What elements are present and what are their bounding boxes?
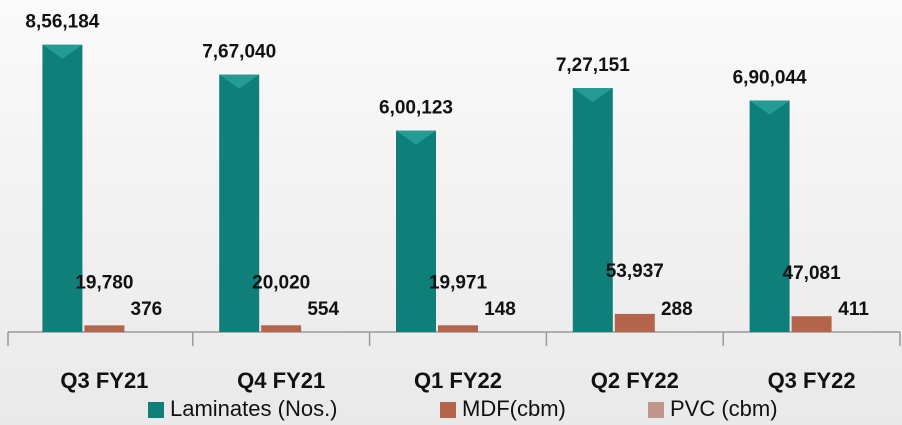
bar [396,130,436,332]
bar-bevel [396,130,436,145]
data-label: 8,56,184 [25,12,99,33]
data-label: 554 [307,299,339,320]
data-label: 20,020 [252,272,310,293]
bar-bevel [219,74,260,89]
legend-swatch [440,402,456,418]
data-label: 47,081 [783,263,842,284]
bar [614,313,655,332]
bar [84,325,125,332]
bar [42,44,83,333]
data-label: 19,971 [429,272,488,293]
x-tick-label: Q3 FY21 [60,368,148,393]
data-label: 19,780 [75,272,133,293]
bar [261,325,302,332]
data-label: 53,937 [606,261,664,282]
bar [749,100,790,332]
x-tick-label: Q1 FY22 [414,368,502,393]
bar [438,325,478,332]
data-label: 6,00,123 [379,98,453,119]
x-tick-label: Q3 FY22 [768,368,856,393]
bar [219,74,260,332]
bar-bevel [572,88,613,103]
legend-label: Laminates (Nos.) [170,396,338,421]
x-tick-label: Q4 FY21 [237,368,325,393]
bar-bevel [42,44,83,59]
data-label: 148 [484,299,516,320]
legend-label: PVC (cbm) [670,396,778,421]
data-label: 288 [661,299,693,320]
bar [572,88,613,332]
legend-swatch [648,402,664,418]
data-label: 7,67,040 [202,42,276,63]
data-label: 411 [838,299,869,320]
x-tick-label: Q2 FY22 [591,368,679,393]
data-label: 376 [131,299,163,320]
bar [791,316,832,332]
bar-bevel [749,100,790,115]
data-label: 7,27,151 [556,55,630,76]
legend-swatch [148,402,164,418]
legend-label: MDF(cbm) [462,396,566,421]
data-label: 6,90,044 [733,67,807,88]
